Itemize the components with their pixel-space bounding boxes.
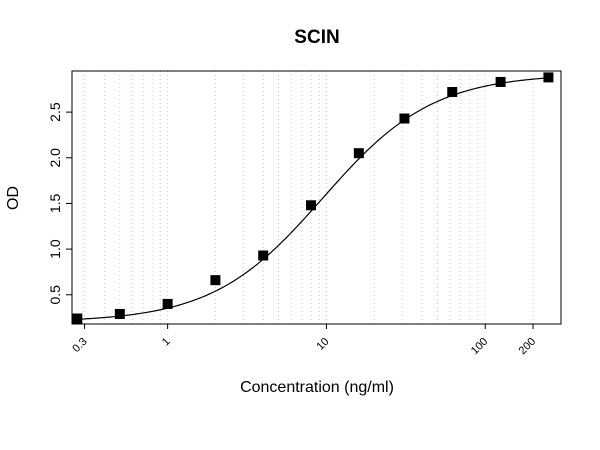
x-tick-label: 100 (469, 336, 490, 357)
data-point (210, 275, 221, 286)
y-tick-label: 1.5 (47, 193, 63, 213)
data-point (353, 148, 364, 159)
data-point (72, 313, 83, 324)
x-tick-label: 0.3 (70, 336, 89, 355)
x-tick-label: 1 (160, 336, 173, 349)
y-tick-label: 2.5 (47, 102, 63, 122)
x-tick-label: 200 (517, 336, 538, 357)
y-tick-label: 1.0 (47, 239, 63, 259)
data-points (72, 72, 554, 324)
plot-frame (71, 70, 562, 325)
y-axis: 0.5 1.0 1.5 2.0 2.5 (47, 102, 72, 305)
data-point (495, 76, 506, 87)
x-tick-label: 10 (314, 336, 331, 353)
y-tick-label: 2.0 (47, 148, 63, 168)
data-point (447, 87, 458, 98)
x-axis-label: Concentration (ng/ml) (240, 379, 394, 396)
data-point (399, 113, 410, 124)
x-axis: 0.3 1 10 100 200 (70, 324, 538, 357)
y-tick-label: 0.5 (47, 285, 63, 305)
y-axis-label: OD (5, 186, 22, 210)
chart-title: SCIN (294, 27, 339, 48)
data-point (258, 250, 269, 261)
data-point (114, 308, 125, 319)
data-point (543, 72, 554, 83)
data-point (162, 298, 173, 309)
data-point (306, 200, 317, 211)
